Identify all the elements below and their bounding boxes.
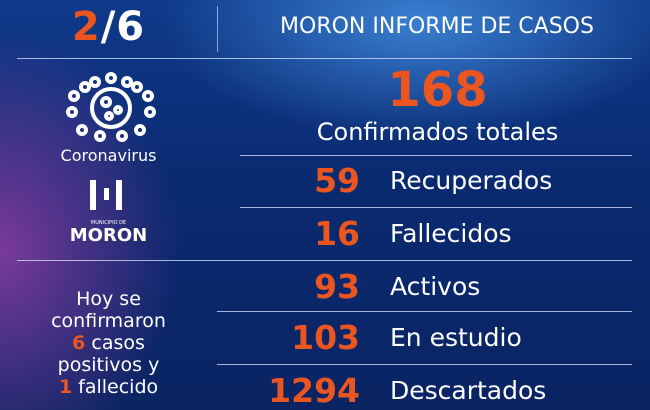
- total-confirmed-value: 168: [387, 62, 488, 118]
- logo-name: MORON: [69, 225, 148, 246]
- divider: [217, 311, 632, 312]
- total-confirmed-label: Confirmados totales: [316, 118, 559, 146]
- divider: [17, 58, 632, 59]
- today-summary: Hoy se confirmaron 6 casos positivos y 1…: [51, 288, 166, 398]
- divider: [240, 155, 632, 156]
- divider: [217, 364, 632, 365]
- moron-logo-icon: [90, 180, 122, 210]
- coronavirus-label: Coronavirus: [60, 146, 157, 165]
- header-divider: [217, 6, 218, 52]
- coronavirus-icon: [66, 72, 156, 142]
- page-title: MORON INFORME DE CASOS: [280, 14, 594, 39]
- divider: [17, 260, 632, 261]
- report-date: 2/6: [71, 4, 146, 50]
- divider: [240, 207, 632, 208]
- logo-subtitle: MUNICIPIO DE: [90, 220, 127, 226]
